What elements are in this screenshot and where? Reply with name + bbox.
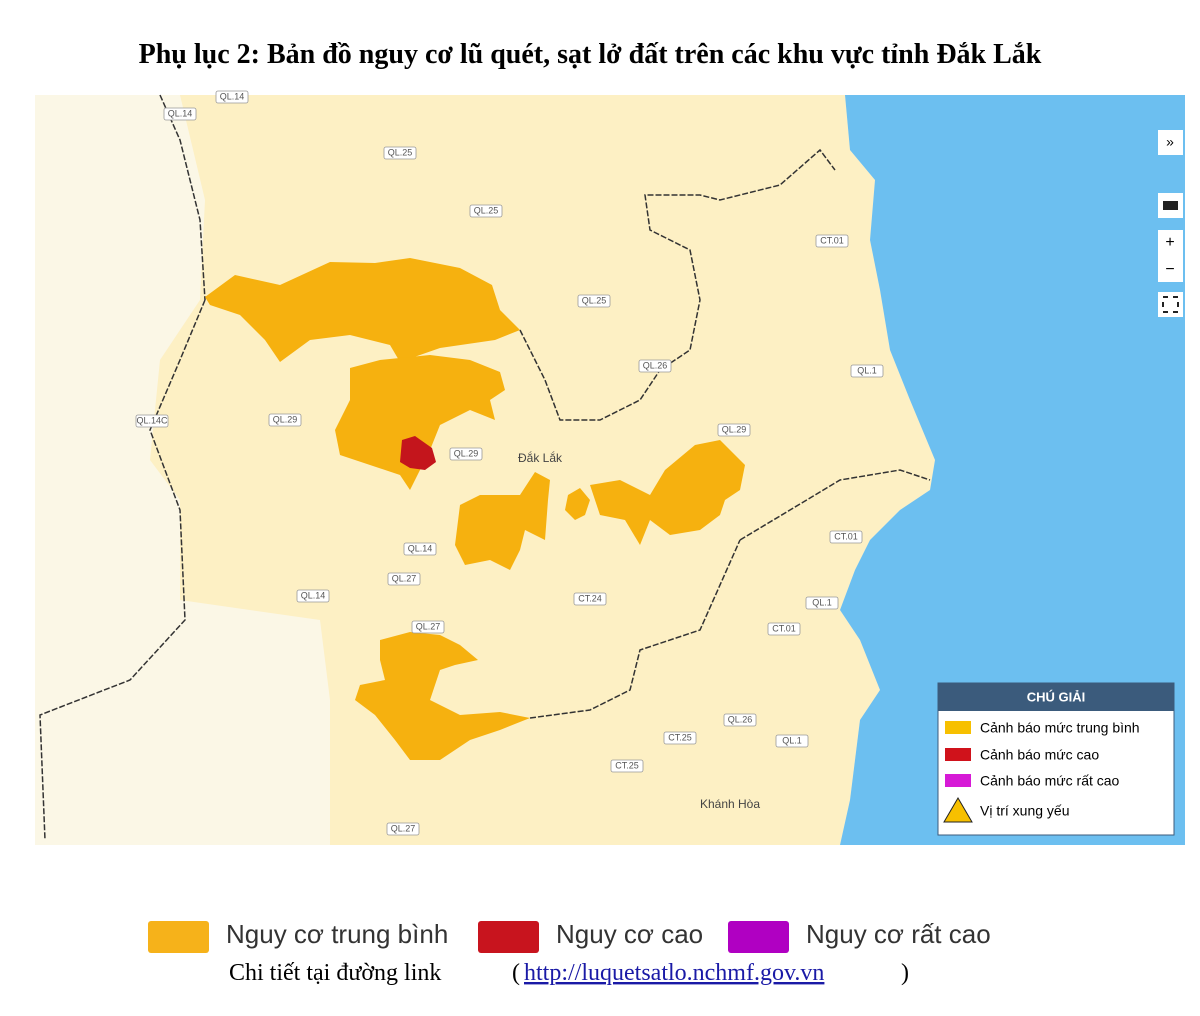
road-label: CT.25 [615,760,639,770]
fullscreen-button[interactable] [1158,292,1183,317]
zoom-in[interactable]: + [1165,234,1174,251]
collapse-control[interactable]: » [1166,134,1174,150]
road-label: QL.25 [474,205,499,215]
legend-swatch [728,921,789,953]
legend-box-item: Vị trí xung yếu [980,803,1070,819]
map: Đắk Lắk Khánh Hòa QL.14QL.14QL.25QL.25QL… [35,90,1185,845]
place-label: Đắk Lắk [518,450,563,465]
road-label: QL.14 [220,91,245,101]
legend-box-item: Cảnh báo mức trung bình [980,720,1140,736]
road-label: QL.14 [301,590,326,600]
legend-box-swatch [945,774,971,787]
road-label: QL.26 [728,714,753,724]
road-badge [386,822,420,836]
boundary [39,94,931,841]
risk-zone [565,488,590,520]
road-label: QL.29 [454,448,479,458]
zoom-out[interactable]: − [1165,261,1174,278]
footer: Chi tiết tại đường link ( http://luquets… [229,960,909,986]
road-label: QL.25 [582,295,607,305]
footer-paren: ) [901,960,909,986]
road-badge [815,234,849,248]
legend-box-icon [943,797,973,823]
road-badge [449,447,483,461]
road-badge [268,413,302,427]
road-label: CT.25 [668,732,692,742]
road-badge [723,713,757,727]
road-badge [663,731,697,745]
sea [840,95,1185,845]
road-badge [469,204,503,218]
road-badge [829,530,863,544]
road-label: QL.14 [408,543,433,553]
road-label: QL.27 [391,823,416,833]
road-badge [717,423,751,437]
road-label: CT.24 [578,593,602,603]
road-badge [850,364,884,378]
footer-link[interactable]: http://luquetsatlo.nchmf.gov.vn [524,960,824,986]
road-badge [638,359,672,373]
legend-item: Nguy cơ cao [556,919,703,949]
road-label: QL.1 [857,365,877,375]
risk-zone [455,472,550,570]
high-risk-zone [400,436,436,470]
legend-box-header [938,683,1174,711]
zoom-control [1158,230,1183,282]
road-label: QL.1 [782,735,802,745]
road-badge [163,107,197,121]
footer-text: Chi tiết tại đường link [229,960,441,986]
road-label: QL.26 [643,360,668,370]
road-badge [610,759,644,773]
road-label: QL.29 [722,424,747,434]
title: Phụ lục 2: Bản đồ nguy cơ lũ quét, sạt l… [139,39,1042,70]
road-label: QL.1 [812,597,832,607]
legend-swatch [148,921,209,953]
risk-zone [590,440,745,545]
road-label: QL.27 [416,621,441,631]
legend-box-swatch [945,721,971,734]
risk-zone [335,355,505,490]
road-badge [135,414,169,428]
risk-zone [355,632,530,760]
road-label: QL.14C [136,415,168,425]
place-label: Khánh Hòa [700,797,760,811]
road-label: CT.01 [834,531,858,541]
road-badge [387,572,421,586]
footer-paren: ( [512,960,520,986]
control-button[interactable] [1158,130,1183,155]
road-badge [403,542,437,556]
road-badge [573,592,607,606]
print-icon [1163,201,1178,210]
legend-box-item: Cảnh báo mức cao [980,747,1099,763]
road-label: QL.14 [168,108,193,118]
legend: Nguy cơ trung bình Nguy cơ cao Nguy cơ r… [148,919,991,953]
road-badge [383,146,417,160]
map-controls: » + − [1158,130,1183,317]
road-badge [775,734,809,748]
legend-box-swatch [945,748,971,761]
road-badge [296,589,330,603]
road-badge [411,620,445,634]
road-label: QL.29 [273,414,298,424]
legend-box-title: CHÚ GIẢI [1027,689,1086,704]
legend-box-item: Cảnh báo mức rất cao [980,773,1120,789]
legend-item: Nguy cơ trung bình [226,919,448,949]
legend-swatch [478,921,539,953]
road-label: CT.01 [772,623,796,633]
risk-zone [205,258,520,362]
legend-item: Nguy cơ rất cao [806,919,991,949]
road-badge [805,596,839,610]
fullscreen-icon [1162,296,1179,313]
road-label: QL.27 [392,573,417,583]
road-badge [767,622,801,636]
road-badge [577,294,611,308]
road-labels: QL.14 QL.14 QL.25 QL.25 QL.25 QL.26 QL.14C QL.2… [135,90,884,836]
road-label: QL.25 [388,147,413,157]
legend-box: CHÚ GIẢI Cảnh báo mức trung bình Cảnh bá… [937,682,1175,836]
road-label: CT.01 [820,235,844,245]
road-badge [215,90,249,104]
